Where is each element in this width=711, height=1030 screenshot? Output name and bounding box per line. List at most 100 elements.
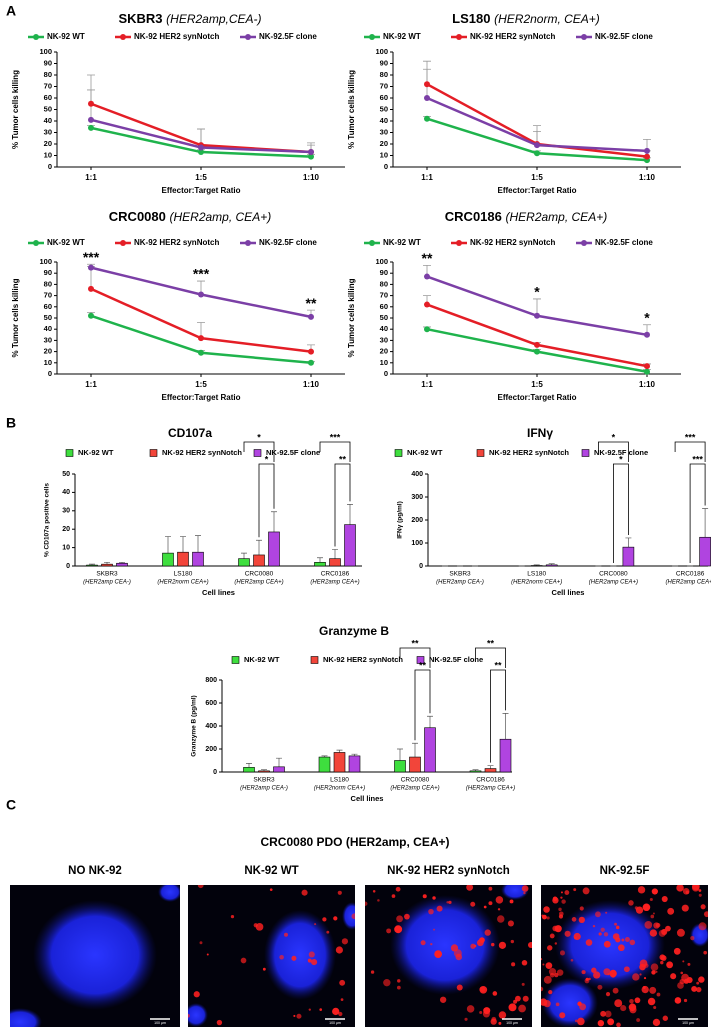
nk-cell [655,922,661,928]
nk-cell [188,1013,190,1018]
data-point [308,348,314,355]
nk-cell [603,968,611,976]
x-tick-note: (HER2norm CEA+) [511,580,562,586]
nk-cell [686,977,693,984]
panel-label: A [6,3,16,19]
nk-cell [581,970,586,975]
nk-cell [558,907,562,912]
nk-cell [685,890,690,895]
y-tick-label: 20 [44,139,52,148]
nk-cell [541,957,543,961]
x-tick-label: 1:5 [531,173,543,182]
chart-title: CD107a [168,426,212,440]
image-label: NO NK-92 [68,865,122,877]
y-tick-label: 10 [380,150,388,159]
x-tick-label: 1:10 [639,173,656,182]
significance: *** [193,266,210,282]
data-point [644,363,650,370]
error-bar [347,504,353,525]
nk-cell [667,907,675,915]
nk-cell [698,976,705,983]
nk-cell [607,1018,615,1026]
nk-cell [395,886,401,892]
micrograph: 100 µm [365,885,532,1027]
significance-bracket [689,463,706,563]
legend-label: NK-92 HER2 synNotch [470,238,555,247]
nk-cell [507,920,514,927]
legend-label: NK-92.5F clone [595,238,653,247]
scale-bar-label: 100 µm [506,1021,518,1025]
y-tick-label: 80 [44,279,52,288]
error-bar [427,715,433,728]
x-tick-label: SKBR3 [253,777,275,784]
nk-cell [605,911,608,914]
legend-label: NK-92 HER2 synNotch [323,655,403,664]
nucleus-cluster [33,900,157,1010]
data-point [88,124,94,131]
legend-marker [456,240,462,246]
nk-cell [495,896,504,904]
x-tick-label: CRC0186 [476,777,505,784]
nk-cell [698,922,707,931]
nk-cell [561,899,566,904]
scale-bar-label: 100 µm [682,1021,694,1025]
y-tick-label: 50 [44,313,52,322]
data-point [534,341,540,348]
nk-cell [656,992,661,997]
y-tick-label: 80 [380,70,388,79]
nk-cell [269,888,273,891]
y-axis-label: Granzyme B (pg/ml) [191,695,198,756]
nk-cell [603,940,611,948]
nk-cell [365,901,368,906]
error-bar [246,763,252,768]
title-main: SKBR3 [118,11,162,26]
nk-cell [618,944,625,952]
y-tick-label: 100 [375,257,388,266]
title-sub: (HER2amp, CEA+) [170,210,272,224]
significance-bracket [334,463,351,547]
nk-cell [634,997,641,1004]
y-tick-label: 10 [44,150,52,159]
nk-cell [681,904,689,912]
data-point [424,81,430,88]
nk-cell [651,888,658,895]
nk-cell [340,998,344,1002]
nk-cell [308,951,315,958]
nk-cell [448,900,452,904]
nk-cell [484,929,491,936]
significance: ** [494,660,502,670]
nk-cell [573,888,577,892]
y-tick-label: 200 [411,517,423,524]
data-point [424,326,430,333]
data-point [644,331,650,338]
bar [469,770,482,773]
x-tick-note: (HER2amp CEA+) [466,786,515,792]
y-tick-label: 800 [205,677,217,684]
micrograph-content: 100 µm [188,885,355,1027]
nk-cell [592,924,596,928]
nk-cell [628,900,634,906]
significance-bracket [243,441,275,462]
nk-cell [518,1004,526,1013]
bar [545,564,558,567]
legend-label: NK-92.5F clone [594,448,648,457]
bar [162,552,174,567]
nk-cell [466,885,474,891]
nk-cell [650,914,655,919]
image-panel-title: CRC0080 PDO (HER2amp, CEA+) [260,835,449,849]
y-axis-label: IFNγ (pg/ml) [397,501,404,539]
nk-cell [311,959,318,966]
nk-cell [240,957,247,964]
nk-cell [680,971,684,975]
y-tick-label: 30 [380,335,388,344]
bar [116,562,128,567]
nk-cell [498,1021,502,1025]
y-tick-label: 70 [44,291,52,300]
bar [177,551,189,567]
legend-marker [33,34,39,40]
image-label: NK-92 WT [244,865,298,877]
data-point [424,95,430,101]
nk-cell [498,941,507,949]
y-axis-label: % Tumor cells killing [347,70,356,149]
nucleus-cluster [188,1003,208,1027]
